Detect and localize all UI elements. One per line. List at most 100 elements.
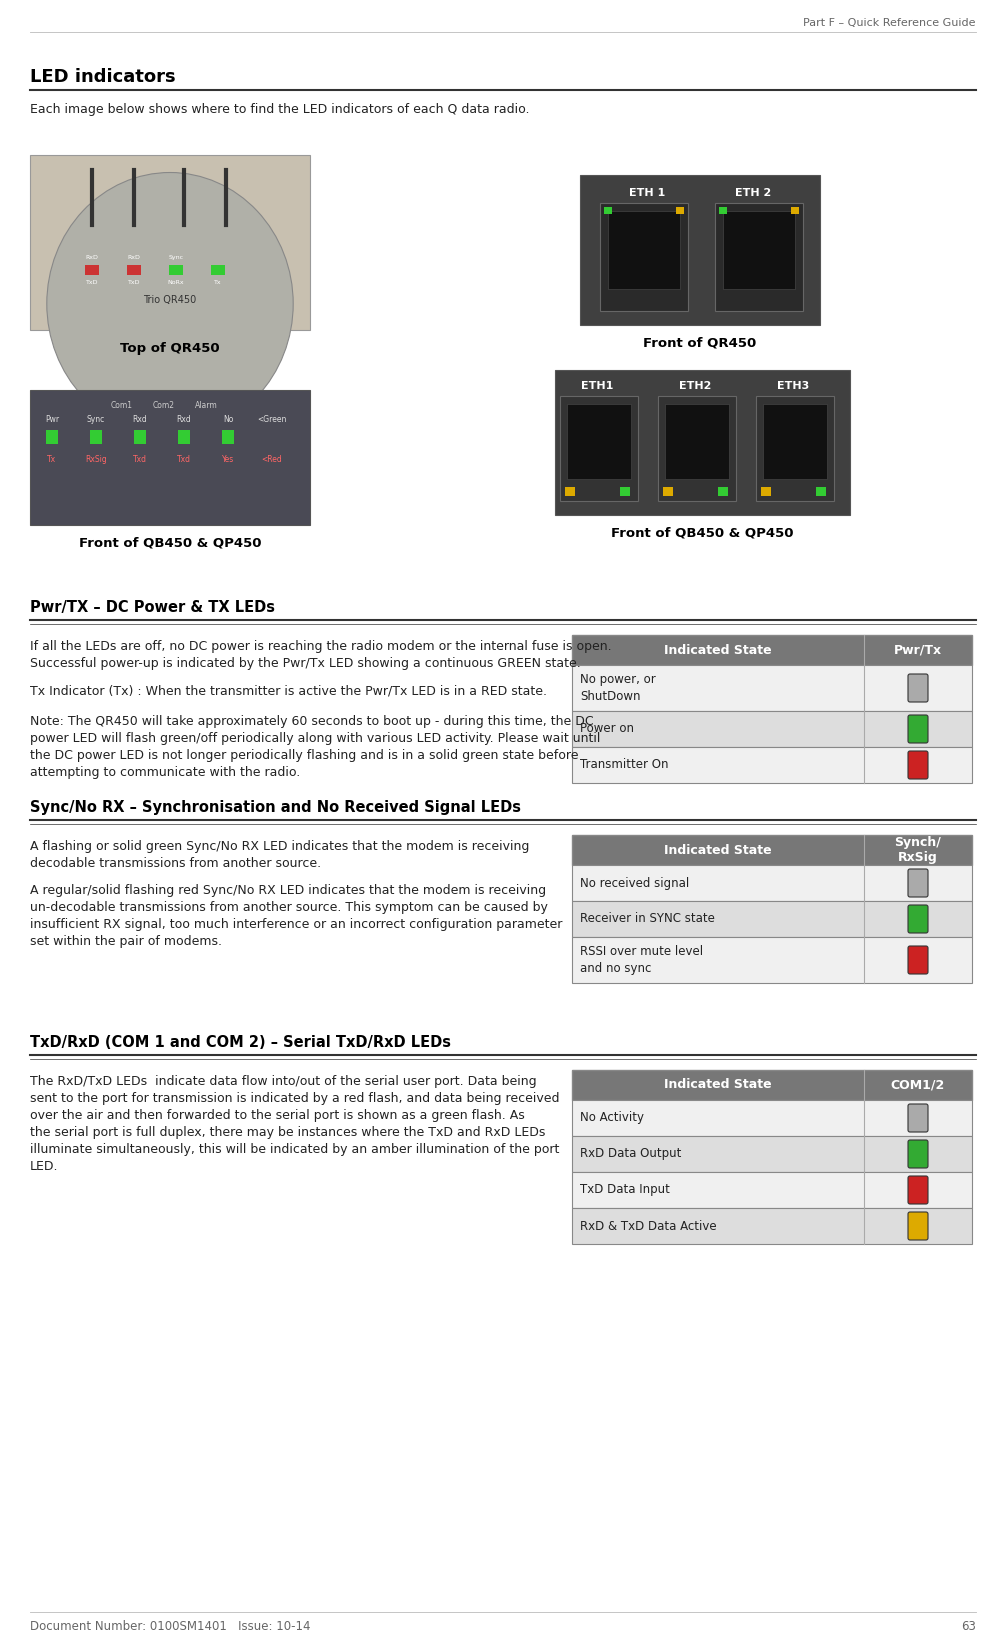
Text: Indicated State: Indicated State xyxy=(664,643,772,656)
Text: Com2: Com2 xyxy=(153,401,175,409)
Text: NoRx: NoRx xyxy=(168,280,184,285)
Bar xyxy=(211,265,225,275)
Text: Note: The QR450 will take approximately 60 seconds to boot up - during this time: Note: The QR450 will take approximately … xyxy=(30,715,594,728)
Bar xyxy=(30,390,310,525)
Text: ETH2: ETH2 xyxy=(679,381,711,391)
Ellipse shape xyxy=(47,172,293,435)
FancyBboxPatch shape xyxy=(908,1103,928,1133)
Text: Rxd: Rxd xyxy=(133,416,147,424)
Bar xyxy=(572,900,972,936)
Text: Tx Indicator (Tx) : When the transmitter is active the Pwr/Tx LED is in a RED st: Tx Indicator (Tx) : When the transmitter… xyxy=(30,684,547,697)
Text: Power on: Power on xyxy=(580,722,634,735)
Bar xyxy=(572,665,972,710)
Text: Trio QR450: Trio QR450 xyxy=(144,295,196,304)
Bar xyxy=(663,486,673,496)
Text: Front of QB450 & QP450: Front of QB450 & QP450 xyxy=(612,527,794,540)
Bar xyxy=(763,404,827,480)
Text: TxD/RxD (COM 1 and COM 2) – Serial TxD/RxD LEDs: TxD/RxD (COM 1 and COM 2) – Serial TxD/R… xyxy=(30,1035,451,1049)
Bar xyxy=(791,206,799,214)
Bar xyxy=(658,396,736,501)
Text: Sync/No RX – Synchronisation and No Received Signal LEDs: Sync/No RX – Synchronisation and No Rece… xyxy=(30,800,521,815)
Text: <Green: <Green xyxy=(258,416,287,424)
Bar xyxy=(604,206,612,214)
Bar xyxy=(580,175,820,326)
Text: ETH 2: ETH 2 xyxy=(734,188,771,198)
Text: sent to the port for transmission is indicated by a red flash, and data being re: sent to the port for transmission is ind… xyxy=(30,1092,559,1105)
Text: over the air and then forwarded to the serial port is shown as a green flash. As: over the air and then forwarded to the s… xyxy=(30,1108,525,1121)
Text: LED indicators: LED indicators xyxy=(30,69,176,87)
Bar xyxy=(718,486,728,496)
Bar xyxy=(572,1136,972,1172)
Bar xyxy=(169,265,183,275)
Text: ETH1: ETH1 xyxy=(580,381,614,391)
Bar xyxy=(719,206,727,214)
Text: Indicated State: Indicated State xyxy=(664,843,772,856)
Text: A regular/solid flashing red Sync/No RX LED indicates that the modem is receivin: A regular/solid flashing red Sync/No RX … xyxy=(30,884,546,897)
Text: Tx: Tx xyxy=(214,280,221,285)
Text: LED.: LED. xyxy=(30,1161,58,1174)
Text: Txd: Txd xyxy=(177,455,191,465)
Bar xyxy=(30,156,310,331)
Text: Successful power-up is indicated by the Pwr/Tx LED showing a continuous GREEN st: Successful power-up is indicated by the … xyxy=(30,656,580,670)
Bar xyxy=(756,396,834,501)
Bar xyxy=(665,404,729,480)
Bar xyxy=(565,486,575,496)
Text: RxD & TxD Data Active: RxD & TxD Data Active xyxy=(580,1220,716,1233)
Bar xyxy=(608,211,680,290)
Text: Receiver in SYNC state: Receiver in SYNC state xyxy=(580,912,715,925)
Text: COM1/2: COM1/2 xyxy=(891,1079,945,1092)
Text: Alarm: Alarm xyxy=(194,401,217,409)
Bar xyxy=(676,206,684,214)
Text: ETH3: ETH3 xyxy=(777,381,809,391)
FancyBboxPatch shape xyxy=(908,1139,928,1169)
Bar xyxy=(572,864,972,900)
Text: Top of QR450: Top of QR450 xyxy=(120,342,220,355)
Bar xyxy=(222,431,234,444)
Bar xyxy=(572,936,972,982)
Text: set within the pair of modems.: set within the pair of modems. xyxy=(30,935,222,948)
FancyBboxPatch shape xyxy=(908,1211,928,1239)
Text: No: No xyxy=(222,416,233,424)
Bar xyxy=(572,1172,972,1208)
Text: RxSig: RxSig xyxy=(86,455,107,465)
Bar xyxy=(572,835,972,864)
Bar xyxy=(572,710,972,746)
Text: TxD: TxD xyxy=(128,280,140,285)
Bar xyxy=(178,431,190,444)
Bar xyxy=(572,1208,972,1244)
FancyBboxPatch shape xyxy=(908,674,928,702)
Text: insufficient RX signal, too much interference or an incorrect configuration para: insufficient RX signal, too much interfe… xyxy=(30,918,562,931)
Text: Document Number: 0100SM1401   Issue: 10-14: Document Number: 0100SM1401 Issue: 10-14 xyxy=(30,1621,311,1634)
FancyBboxPatch shape xyxy=(908,1175,928,1203)
Text: Pwr/TX – DC Power & TX LEDs: Pwr/TX – DC Power & TX LEDs xyxy=(30,601,275,616)
Bar xyxy=(572,1100,972,1136)
Bar xyxy=(567,404,631,480)
Text: <Red: <Red xyxy=(262,455,283,465)
Text: TxD: TxD xyxy=(86,280,99,285)
Text: A flashing or solid green Sync/No RX LED indicates that the modem is receiving: A flashing or solid green Sync/No RX LED… xyxy=(30,840,529,853)
Bar xyxy=(723,211,795,290)
Text: Txd: Txd xyxy=(133,455,147,465)
Text: Sync: Sync xyxy=(87,416,105,424)
Text: ETH 1: ETH 1 xyxy=(629,188,665,198)
Bar xyxy=(560,396,638,501)
Text: RxD: RxD xyxy=(86,255,99,260)
Text: The RxD/TxD LEDs  indicate data flow into/out of the serial user port. Data bein: The RxD/TxD LEDs indicate data flow into… xyxy=(30,1076,536,1089)
Bar xyxy=(715,203,803,311)
Text: Front of QB450 & QP450: Front of QB450 & QP450 xyxy=(78,537,262,550)
Text: RxD: RxD xyxy=(128,255,141,260)
Bar xyxy=(572,1071,972,1100)
FancyBboxPatch shape xyxy=(908,905,928,933)
Bar xyxy=(555,370,850,516)
FancyBboxPatch shape xyxy=(908,869,928,897)
Text: Sync: Sync xyxy=(168,255,183,260)
Text: If all the LEDs are off, no DC power is reaching the radio modem or the internal: If all the LEDs are off, no DC power is … xyxy=(30,640,612,653)
Text: Tx: Tx xyxy=(47,455,56,465)
Text: 63: 63 xyxy=(961,1621,976,1634)
Bar xyxy=(127,265,141,275)
Text: Rxd: Rxd xyxy=(177,416,191,424)
Text: TxD Data Input: TxD Data Input xyxy=(580,1184,670,1197)
Text: decodable transmissions from another source.: decodable transmissions from another sou… xyxy=(30,858,321,869)
FancyBboxPatch shape xyxy=(908,715,928,743)
Text: Pwr/Tx: Pwr/Tx xyxy=(894,643,942,656)
